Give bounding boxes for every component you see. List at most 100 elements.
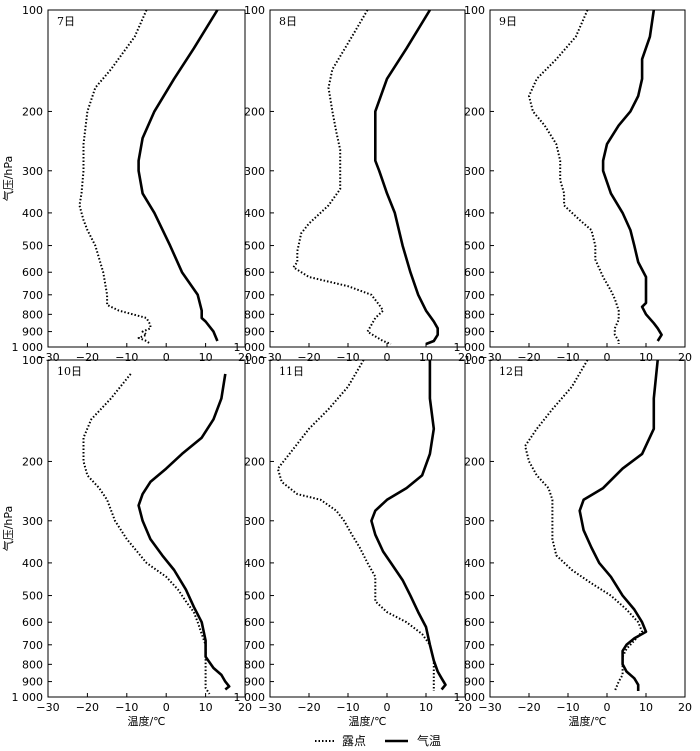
legend: 露点 气温 — [315, 733, 441, 748]
x-tick-label: 20 — [458, 351, 472, 364]
y-tick-label: 500 — [22, 240, 43, 253]
y-tick-label: 500 — [22, 590, 43, 603]
x-tick-label: 20 — [238, 701, 252, 714]
x-tick-label: 20 — [458, 701, 472, 714]
y-tick-label: 500 — [464, 240, 485, 253]
y-tick-label: 300 — [244, 165, 265, 178]
x-tick-label: −20 — [297, 351, 320, 364]
x-tick-label: 0 — [604, 351, 611, 364]
legend-dew-label: 露点 — [342, 734, 366, 748]
y-tick-label: 200 — [22, 105, 43, 118]
y-tick-label: 300 — [22, 165, 43, 178]
x-tick-label: 0 — [163, 351, 170, 364]
y-tick-label: 900 — [22, 676, 43, 689]
dewpoint-line — [82, 373, 211, 695]
y-tick-label: 700 — [244, 289, 265, 302]
plot-frame — [47, 359, 246, 698]
y-tick-label: 1 000 — [454, 341, 486, 354]
x-tick-label: −30 — [258, 351, 281, 364]
temperature-line — [601, 9, 663, 342]
y-tick-label: 800 — [244, 308, 265, 321]
x-tick-label: −20 — [76, 701, 99, 714]
x-axis-label: 温度/℃ — [127, 714, 165, 728]
x-tick-label: −20 — [297, 701, 320, 714]
x-tick-label: 0 — [384, 351, 391, 364]
y-axis-label: 气压/hPa — [1, 506, 15, 552]
y-tick-label: 400 — [464, 207, 485, 220]
x-tick-label: 0 — [604, 701, 611, 714]
x-tick-label: −30 — [258, 701, 281, 714]
y-tick-label: 100 — [464, 4, 485, 17]
plot-frame — [269, 9, 466, 348]
y-tick-label: 100 — [22, 354, 43, 367]
dewpoint-line — [78, 9, 152, 345]
temperature-line — [578, 359, 659, 691]
panel-label: 9日 — [499, 15, 517, 28]
x-tick-label: −10 — [115, 701, 138, 714]
y-tick-label: 800 — [22, 658, 43, 671]
x-tick-label: −30 — [478, 701, 501, 714]
y-tick-label: 1 000 — [234, 691, 266, 704]
panel-label: 10日 — [57, 365, 82, 378]
y-tick-label: 200 — [464, 105, 485, 118]
y-tick-label: 900 — [464, 326, 485, 339]
x-tick-label: −30 — [36, 701, 59, 714]
legend-temp-label: 气温 — [417, 733, 441, 748]
y-tick-label: 600 — [244, 266, 265, 279]
temperature-line — [137, 9, 219, 342]
x-tick-label: −20 — [517, 351, 540, 364]
x-tick-label: −10 — [115, 351, 138, 364]
plot-frame — [489, 9, 686, 348]
x-tick-label: −30 — [478, 351, 501, 364]
y-tick-label: 300 — [464, 515, 485, 528]
y-tick-label: 500 — [244, 590, 265, 603]
panel-label: 11日 — [279, 365, 304, 378]
y-tick-label: 800 — [244, 658, 265, 671]
y-tick-label: 600 — [244, 616, 265, 629]
x-tick-label: −30 — [36, 351, 59, 364]
x-tick-label: 10 — [199, 701, 213, 714]
x-tick-label: 10 — [639, 351, 653, 364]
y-tick-label: 200 — [464, 455, 485, 468]
x-tick-label: −10 — [336, 701, 359, 714]
x-tick-label: 0 — [163, 701, 170, 714]
y-tick-label: 700 — [464, 639, 485, 652]
y-tick-label: 300 — [244, 515, 265, 528]
y-tick-label: 400 — [22, 207, 43, 220]
x-axis-label: 温度/℃ — [568, 714, 606, 728]
y-tick-label: 700 — [244, 639, 265, 652]
y-tick-label: 200 — [22, 455, 43, 468]
x-tick-label: −20 — [76, 351, 99, 364]
y-tick-label: 500 — [464, 590, 485, 603]
temperature-line — [374, 9, 439, 346]
dewpoint-line — [524, 359, 644, 692]
x-tick-label: 10 — [639, 701, 653, 714]
x-tick-label: 10 — [199, 351, 213, 364]
x-tick-label: −10 — [336, 351, 359, 364]
y-tick-label: 300 — [464, 165, 485, 178]
y-tick-label: 400 — [464, 557, 485, 570]
x-tick-label: −20 — [517, 701, 540, 714]
y-tick-label: 400 — [22, 557, 43, 570]
y-tick-label: 300 — [22, 515, 43, 528]
y-tick-label: 900 — [244, 676, 265, 689]
y-tick-label: 100 — [244, 354, 265, 367]
y-tick-label: 800 — [22, 308, 43, 321]
x-tick-label: −10 — [556, 351, 579, 364]
x-tick-label: 20 — [238, 351, 252, 364]
y-tick-label: 100 — [244, 4, 265, 17]
y-tick-label: 1 000 — [454, 691, 486, 704]
x-axis-label: 温度/℃ — [348, 714, 386, 728]
plot-frame — [47, 9, 246, 348]
y-tick-label: 1 000 — [12, 341, 44, 354]
y-tick-label: 400 — [244, 207, 265, 220]
y-tick-label: 700 — [22, 289, 43, 302]
dewpoint-line — [276, 359, 435, 691]
panel-label: 7日 — [57, 15, 75, 28]
